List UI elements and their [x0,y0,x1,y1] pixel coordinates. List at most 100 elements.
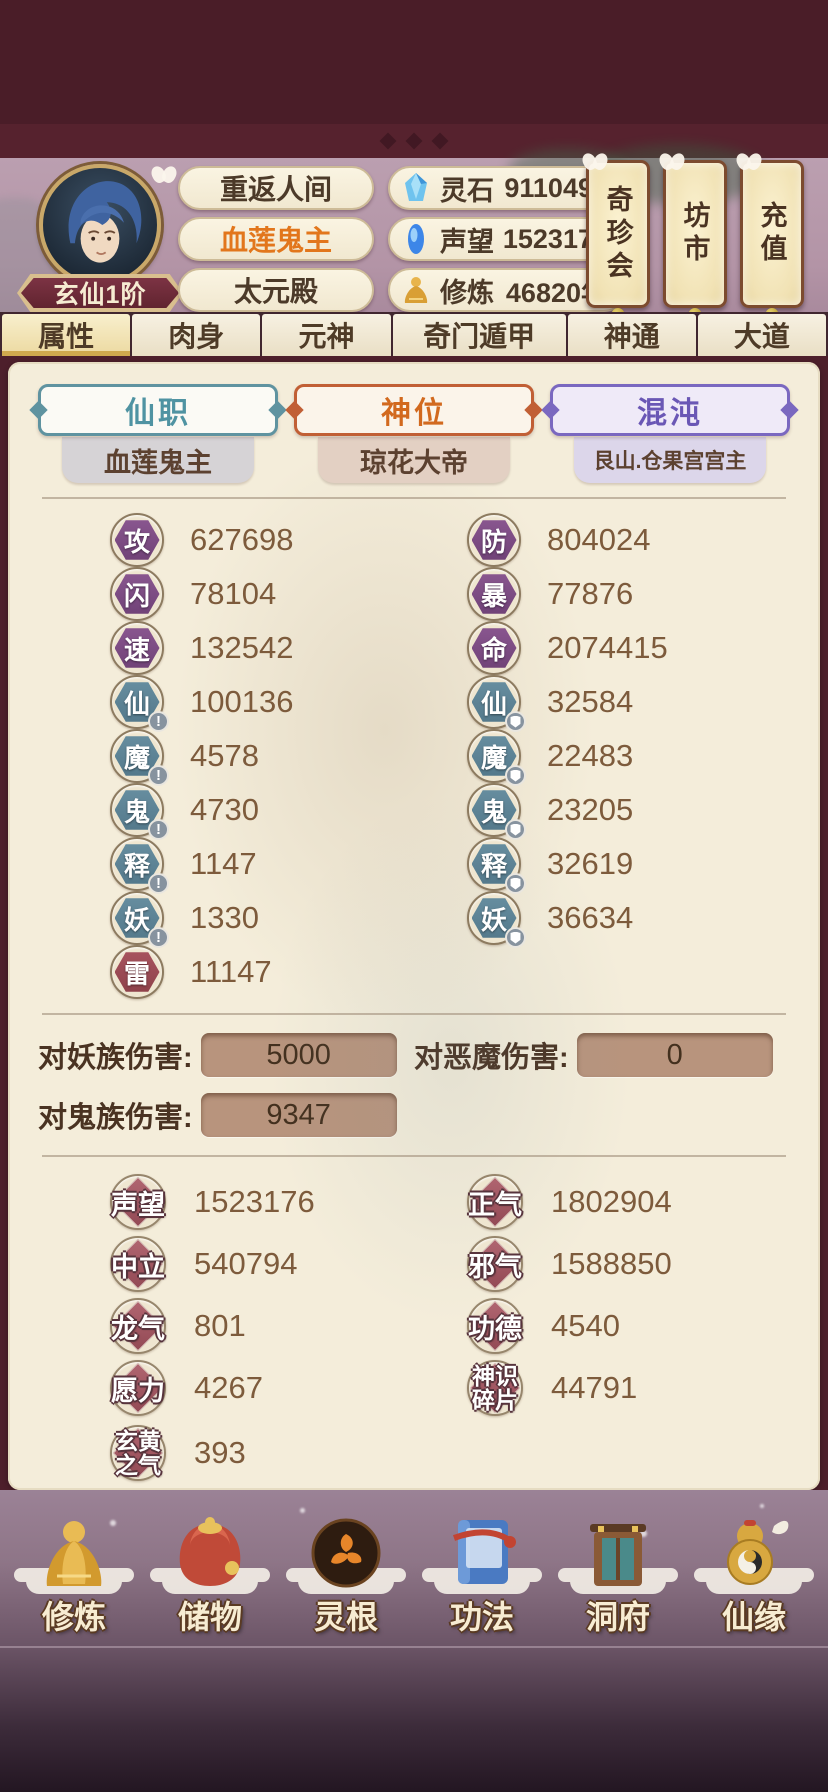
storage-icon [179,1517,241,1586]
buddhist-defense-icon[interactable]: 释 [467,837,526,894]
merit-badge-icon: 功德 [467,1298,523,1354]
immortal-attack-icon[interactable]: 仙 [110,675,169,732]
stat-defense: 防 804024 [467,513,790,567]
butterfly-icon [583,153,607,171]
avatar[interactable] [39,164,161,286]
reputation-gem-icon [408,224,424,254]
dragon-qi-stat-row: 龙气 801 [110,1295,433,1357]
righteous-qi-stat-row: 正气 1802904 [467,1171,790,1233]
defense-badge-icon [505,927,526,948]
xuanhuang-qi-badge-icon: 玄黄之气 [110,1425,166,1481]
defense-stat-icon[interactable]: 防 [467,513,521,567]
section-immortal-post[interactable]: 仙职 [29,384,287,436]
buddhist-attack-icon[interactable]: 释 [110,837,169,894]
rank-label: 玄仙1阶 [53,281,147,309]
divine-sense-shard-row: 神识碎片 44791 [467,1357,790,1419]
demon-attack-icon[interactable]: 魔 [110,729,169,786]
return-world-button[interactable]: 重返人间 [178,166,374,210]
tab-attributes[interactable]: 属性 [2,314,131,356]
stat-hp: 命 2074415 [467,621,790,675]
tab-great-dao[interactable]: 大道 [697,314,826,356]
stat-dodge: 闪 78104 [110,567,433,621]
misc-stats: 声望 1523176 中立 540794 龙气 801 愿力 4267 玄黄之气 [38,1171,790,1487]
title-button[interactable]: 血莲鬼主 [178,217,374,261]
tab-primordial-spirit[interactable]: 元神 [262,314,391,356]
nav-immortal-fate[interactable]: 仙缘 [690,1500,818,1638]
devil-damage-row: 对恶魔伤害: 0 [414,1033,790,1077]
defense-badge-icon [505,711,526,732]
yao-damage-row: 对妖族伤害: 5000 [38,1033,414,1077]
section-banners: 仙职 血莲鬼主 神位 琼花大帝 混沌 艮山.仓果宫宫主 [29,384,799,483]
evil-qi-stat-row: 邪气 1588850 [467,1233,790,1295]
palace-button[interactable]: 太元殿 [178,268,374,312]
hp-stat-icon[interactable]: 命 [467,621,521,675]
header: 玄仙1阶 重返人间 血莲鬼主 太元殿 灵石 9110492 [0,144,828,338]
stat-ghost-attack: 鬼 4730 [110,783,433,840]
righteous-qi-badge-icon: 正气 [467,1174,523,1230]
speed-stat-icon[interactable]: 速 [110,621,164,675]
nav-storage[interactable]: 储物 [146,1500,274,1638]
fate-icon [727,1520,789,1585]
tab-qimen-dunjia[interactable]: 奇门遁甲 [392,314,566,356]
section-god-position[interactable]: 神位 [285,384,543,436]
devil-damage-value: 0 [576,1033,773,1077]
treasure-fair-button[interactable]: 奇珍会 [586,160,650,308]
attack-badge-icon [148,765,169,786]
ghost-damage-label: 对鬼族伤害: [38,1102,193,1134]
side-buttons: 奇珍会 坊市 充值 [586,160,804,308]
technique-icon [452,1520,516,1584]
market-button[interactable]: 坊市 [663,160,727,308]
butterfly-icon [152,166,176,184]
meditation-icon [404,277,428,303]
yao-attack-icon[interactable]: 妖 [110,891,169,948]
stat-demon-attack: 魔 4578 [110,729,433,786]
evil-qi-badge-icon: 邪气 [467,1236,523,1292]
ghost-attack-icon[interactable]: 鬼 [110,783,169,840]
immortal-post-value: 血莲鬼主 [62,437,254,483]
dodge-stat-icon[interactable]: 闪 [110,567,164,621]
nav-technique[interactable]: 功法 [418,1500,546,1638]
immortal-defense-icon[interactable]: 仙 [467,675,526,732]
ghost-damage-row: 对鬼族伤害: 9347 [38,1093,414,1137]
yao-defense-icon[interactable]: 妖 [467,891,526,948]
thunder-stat-icon[interactable]: 雷 [110,945,164,999]
wish-power-stat-row: 愿力 4267 [110,1357,433,1419]
rank-banner: 玄仙1阶 [17,274,183,312]
dragon-qi-badge-icon: 龙气 [110,1298,166,1354]
butterfly-icon [737,153,761,171]
stat-immortal-attack: 仙 100136 [110,675,433,732]
merit-stat-row: 功德 4540 [467,1295,790,1357]
demon-defense-icon[interactable]: 魔 [467,729,526,786]
section-chaos[interactable]: 混沌 [541,384,799,436]
tab-divine-ability[interactable]: 神通 [567,314,696,356]
defense-badge-icon [505,819,526,840]
ghost-damage-value: 9347 [200,1093,397,1137]
attack-stat-icon[interactable]: 攻 [110,513,164,567]
ghost-defense-icon[interactable]: 鬼 [467,783,526,840]
yao-damage-value: 5000 [200,1033,397,1077]
reputation-label: 声望 [440,226,494,257]
crit-stat-icon[interactable]: 暴 [467,567,521,621]
recharge-button[interactable]: 充值 [740,160,804,308]
god-position-value: 琼花大帝 [318,437,510,483]
combat-stats: 攻 627698 闪 78104 速 132542 仙 100136 魔 4 [38,513,790,999]
main-tab-bar: 属性 肉身 元神 奇门遁甲 神通 大道 [0,312,828,356]
neutral-stat-row: 中立 540794 [110,1233,433,1295]
stat-yao-attack: 妖 1330 [110,891,433,948]
tab-body[interactable]: 肉身 [132,314,261,356]
damage-section: 对妖族伤害: 5000 对恶魔伤害: 0 对鬼族伤害: 9347 [38,1029,790,1141]
defense-badge-icon [505,873,526,894]
nav-cultivation[interactable]: 修炼 [10,1500,138,1638]
divider [42,1155,786,1157]
devil-damage-label: 对恶魔伤害: [414,1042,569,1074]
nav-spirit-root[interactable]: 灵根 [282,1500,410,1638]
stat-thunder: 雷 11147 [110,945,433,999]
reputation-badge-icon: 声望 [110,1174,166,1230]
spirit-stone-label: 灵石 [440,175,494,206]
stat-demon-defense: 魔 22483 [467,729,790,786]
butterfly-icon [660,153,684,171]
avatar-zone: 玄仙1阶 [16,162,184,312]
divider [42,497,786,499]
nav-cave-abode[interactable]: 洞府 [554,1500,682,1638]
